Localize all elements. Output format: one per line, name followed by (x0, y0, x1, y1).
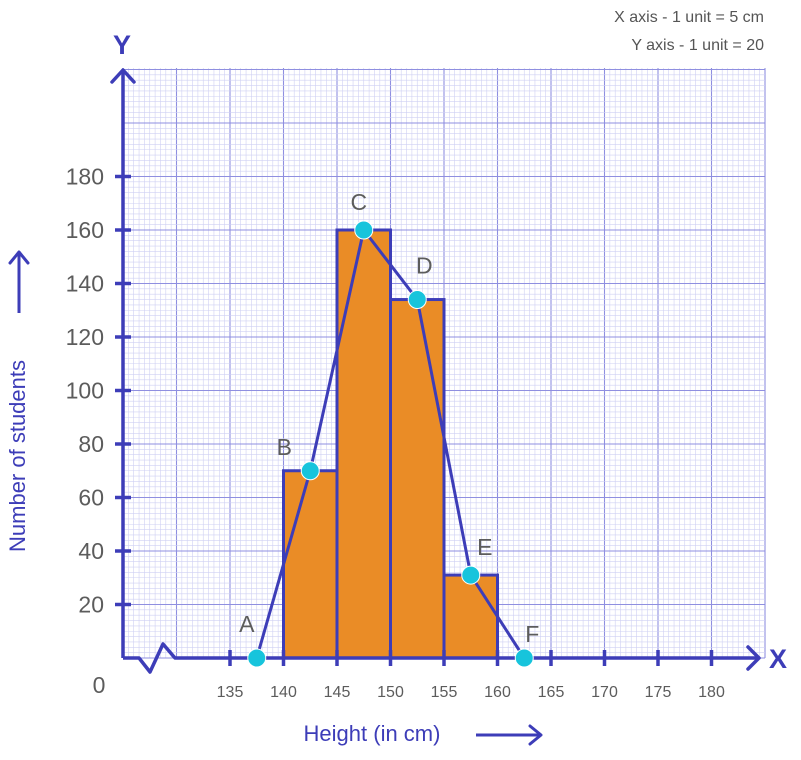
y-axis-letter: Y (113, 30, 131, 60)
frequency-polygon (255, 228, 526, 659)
x-tick-label: 145 (324, 684, 351, 701)
x-tick-label: 180 (698, 684, 725, 701)
y-tick-label: 80 (78, 431, 104, 457)
x-axis-arrowhead (746, 645, 761, 671)
y-tick-label: 100 (66, 378, 104, 404)
x-tick-label: 135 (217, 684, 244, 701)
frequency-polygon-line (255, 228, 526, 659)
axes (110, 68, 761, 674)
polygon-point (514, 648, 534, 668)
y-axis-arrow-icon (8, 250, 30, 313)
point-label: F (525, 621, 539, 647)
x-tick-label: 175 (645, 684, 672, 701)
x-tick-label: 150 (377, 684, 404, 701)
scale-note-y: Y axis - 1 unit = 20 (631, 37, 764, 54)
x-tick-label: 155 (431, 684, 458, 701)
point-label: B (277, 434, 292, 460)
x-axis-arrow-icon (476, 724, 543, 746)
origin-label: 0 (93, 672, 106, 698)
histogram-bar (442, 573, 499, 660)
point-label: C (350, 189, 367, 215)
x-tick-label: 140 (270, 684, 297, 701)
y-axis-title: Number of students (5, 360, 30, 552)
histogram-bar (282, 469, 339, 660)
scale-note-x: X axis - 1 unit = 5 cm (614, 9, 764, 26)
point-label: E (477, 534, 492, 560)
y-tick-label: 40 (78, 538, 104, 564)
y-tick-label: 20 (78, 592, 104, 618)
polygon-point (407, 290, 427, 310)
x-tick-label: 170 (591, 684, 618, 701)
polygon-point (354, 220, 374, 240)
x-tick-label: 165 (538, 684, 565, 701)
y-axis-arrowhead (110, 68, 136, 84)
tick-marks (115, 174, 714, 666)
polygon-point (247, 648, 267, 668)
tick-labels: 135 140 145 150 155 160 165 170 175 180 20 40 60 80 10… (66, 164, 725, 702)
x-tick-label: 160 (484, 684, 511, 701)
y-tick-label: 140 (66, 271, 104, 297)
x-axis-title: Height (in cm) (304, 721, 441, 746)
y-tick-label: 60 (78, 485, 104, 511)
y-tick-label: 120 (66, 324, 104, 350)
histogram-bar (389, 298, 446, 660)
x-axis-line-with-break (123, 642, 757, 674)
y-tick-label: 180 (66, 164, 104, 190)
y-tick-label: 160 (66, 217, 104, 243)
histogram-bar (335, 228, 392, 660)
point-label: D (416, 253, 433, 279)
polygon-points: A B C D E F (239, 189, 539, 668)
x-axis-letter: X (769, 644, 787, 674)
point-label: A (239, 611, 255, 637)
polygon-point (300, 461, 320, 481)
polygon-point (461, 565, 481, 585)
